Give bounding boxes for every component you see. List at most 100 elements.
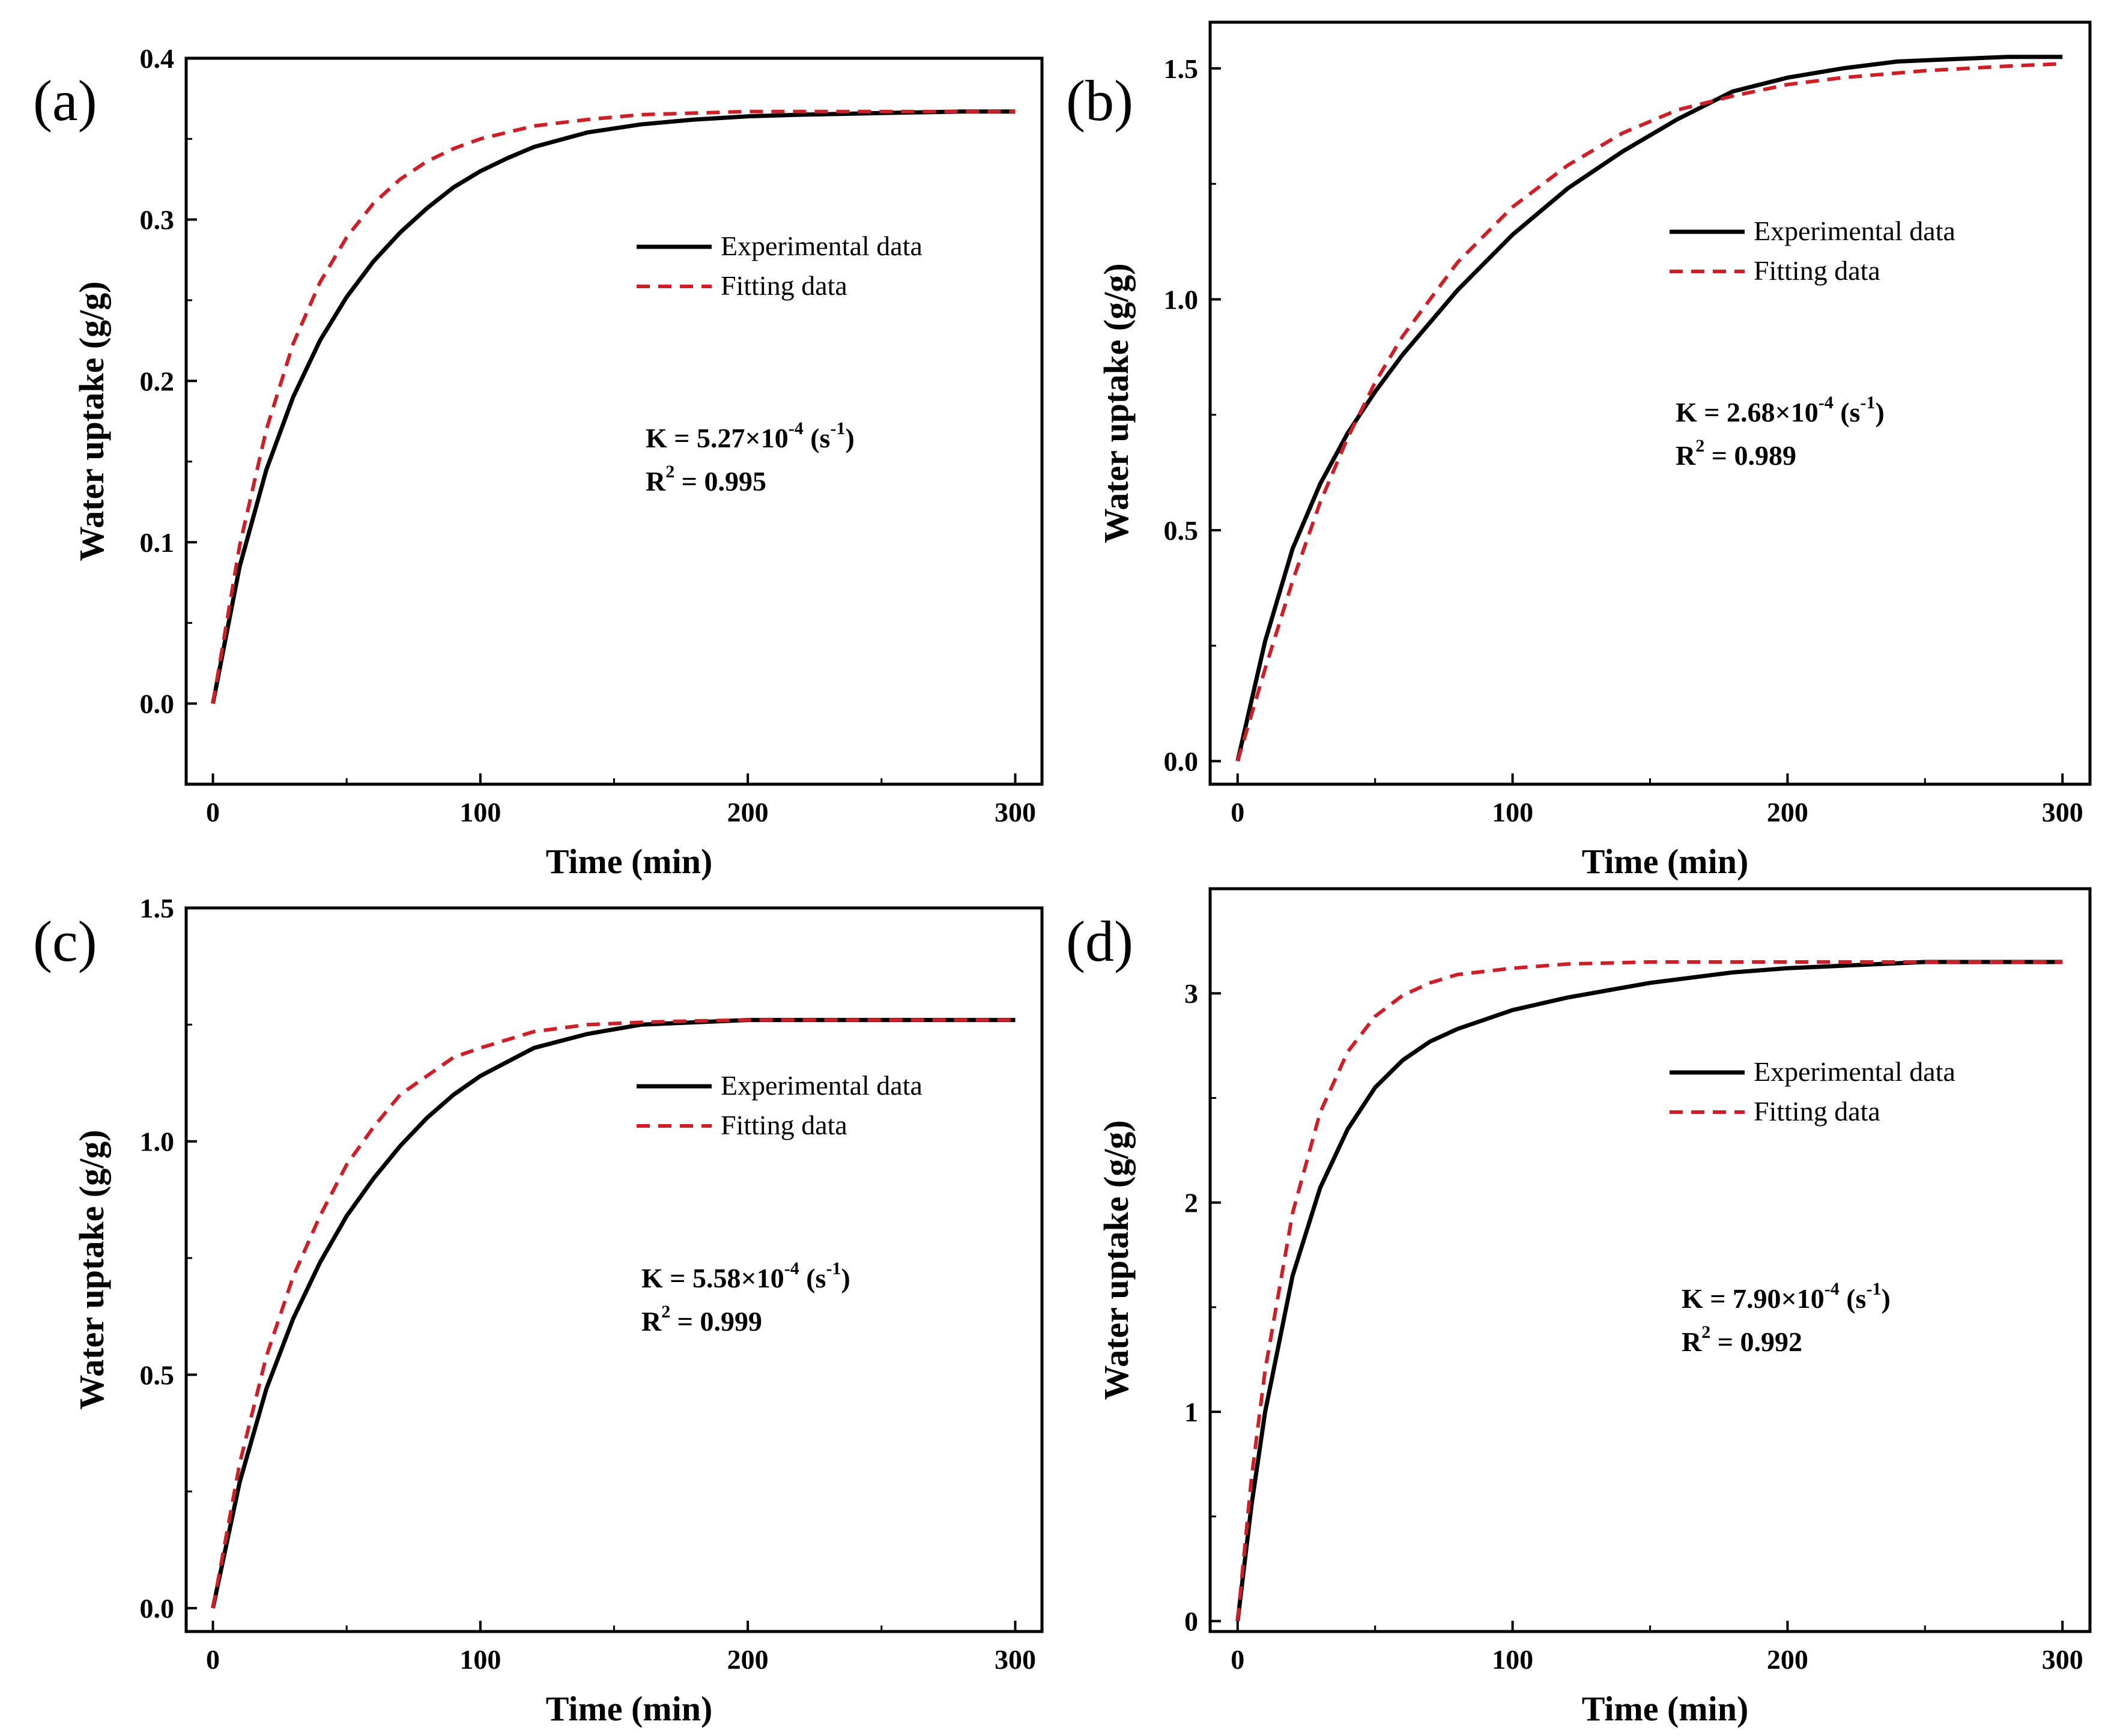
r-squared-label: R2 = 0.989 — [1676, 436, 1796, 471]
r-squared-exponent: 2 — [1701, 1322, 1710, 1342]
rate-constant-unit-exponent: -1 — [1860, 393, 1875, 413]
y-tick-label: 1.0 — [1164, 284, 1199, 315]
y-axis-title: Water uptake (g/g) — [72, 1130, 111, 1409]
legend-label-experimental: Experimental data — [721, 1070, 922, 1101]
rate-constant-base: K = 2.68×10 — [1676, 397, 1819, 428]
r-squared-base: R — [641, 1306, 662, 1337]
y-tick-label: 0.2 — [140, 366, 175, 396]
y-tick-label: 0.5 — [140, 1359, 175, 1390]
x-tick-label: 100 — [1492, 1644, 1533, 1675]
chart-panel-d: (d) 0 100 200 300 0 1 2 3 Time (min) Water uptake … — [1066, 887, 2092, 1728]
rate-constant-unit: (s — [799, 1263, 826, 1293]
legend-label-experimental: Experimental data — [1754, 216, 1955, 246]
r-squared-base: R — [1676, 440, 1696, 471]
y-tick-label: 1.5 — [1164, 53, 1199, 84]
r-squared-value: = 0.999 — [670, 1306, 762, 1337]
plot-frame — [1208, 887, 2092, 1633]
x-axis-title: Time (min) — [1582, 1689, 1749, 1728]
experimental-data-line — [1235, 55, 2063, 762]
chart-panel-c: (c) 0 100 200 300 0.0 0.5 1.0 1.5 Time (min) Water… — [33, 893, 1044, 1728]
r-squared-value: = 0.995 — [674, 466, 766, 497]
panel-label: (c) — [33, 909, 97, 973]
chart-panel-a: (a) 0 100 200 300 0.0 0.1 0.2 0.3 0.4 Time (min) Wa… — [33, 43, 1044, 881]
rate-constant-base: K = 5.58×10 — [641, 1263, 784, 1293]
x-axis-title: Time (min) — [546, 1689, 713, 1728]
y-tick-label: 1.5 — [140, 893, 175, 924]
y-tick-label: 0.0 — [140, 689, 175, 719]
x-tick-label: 300 — [995, 797, 1036, 827]
rate-constant-unit-close: ) — [1875, 397, 1884, 428]
chart-panel-b: (b) 0 100 200 300 0.0 0.5 1.0 1.5 Time (min) Water… — [1066, 20, 2092, 881]
x-tick-label: 300 — [995, 1644, 1036, 1675]
r-squared-value: = 0.989 — [1704, 440, 1796, 471]
y-tick-label: 0.3 — [140, 205, 175, 235]
y-axis-title: Water uptake (g/g) — [1097, 1120, 1136, 1400]
legend-label-experimental: Experimental data — [1754, 1056, 1955, 1087]
x-tick-label: 100 — [1492, 797, 1533, 827]
rate-constant-exponent: -4 — [789, 419, 804, 438]
x-tick-label: 0 — [206, 797, 220, 827]
rate-constant-exponent: -4 — [1819, 393, 1834, 413]
rate-constant-label: K = 5.27×10-4 (s-1) — [646, 419, 855, 453]
legend-label-fitting: Fitting data — [1754, 1096, 1880, 1127]
y-tick-label: 1 — [1184, 1397, 1198, 1427]
x-tick-label: 0 — [1231, 797, 1244, 827]
experimental-data-line — [211, 1018, 1016, 1609]
rate-constant-label: K = 7.90×10-4 (s-1) — [1682, 1279, 1891, 1314]
y-tick-label: 2 — [1184, 1188, 1198, 1218]
r-squared-exponent: 2 — [1695, 436, 1704, 456]
r-squared-exponent: 2 — [661, 1302, 670, 1322]
x-tick-label: 200 — [1767, 797, 1808, 827]
x-tick-label: 300 — [2042, 797, 2083, 827]
y-tick-label: 0 — [1184, 1606, 1198, 1637]
x-tick-label: 200 — [727, 1644, 769, 1675]
rate-constant-unit-exponent: -1 — [830, 419, 845, 438]
x-tick-label: 100 — [459, 1644, 501, 1675]
rate-constant-label: K = 5.58×10-4 (s-1) — [641, 1259, 850, 1293]
r-squared-base: R — [1682, 1326, 1702, 1357]
x-tick-label: 300 — [2042, 1644, 2083, 1675]
experimental-data-line — [211, 109, 1016, 704]
x-axis-title: Time (min) — [1582, 842, 1749, 881]
r-squared-base: R — [646, 466, 666, 497]
r-squared-label: R2 = 0.992 — [1682, 1322, 1802, 1357]
fitting-data-line — [211, 109, 1016, 704]
fitting-data-line — [211, 1018, 1016, 1609]
r-squared-label: R2 = 0.999 — [641, 1302, 762, 1337]
y-tick-label: 0.4 — [140, 43, 175, 74]
rate-constant-unit-close: ) — [845, 423, 854, 453]
plot-frame — [184, 56, 1044, 786]
y-axis-title: Water uptake (g/g) — [1097, 263, 1136, 543]
rate-constant-base: K = 5.27×10 — [646, 423, 789, 453]
legend-label-fitting: Fitting data — [721, 270, 847, 301]
experimental-data-line — [1235, 960, 2063, 1622]
rate-constant-unit: (s — [1840, 1283, 1867, 1314]
x-tick-label: 0 — [1231, 1644, 1244, 1675]
r-squared-label: R2 = 0.995 — [646, 462, 766, 497]
y-tick-label: 0.0 — [1164, 746, 1199, 777]
y-tick-label: 3 — [1184, 978, 1198, 1009]
rate-constant-unit-close: ) — [841, 1263, 850, 1293]
y-axis-title: Water uptake (g/g) — [72, 281, 111, 561]
legend-label-experimental: Experimental data — [721, 231, 922, 261]
x-axis-title: Time (min) — [546, 842, 713, 881]
panel-label: (a) — [33, 68, 97, 133]
x-tick-label: 200 — [1767, 1644, 1808, 1675]
rate-constant-exponent: -4 — [784, 1259, 799, 1278]
x-tick-label: 100 — [459, 797, 501, 827]
rate-constant-unit: (s — [804, 423, 831, 453]
r-squared-exponent: 2 — [665, 462, 674, 482]
rate-constant-exponent: -4 — [1825, 1279, 1840, 1299]
x-tick-label: 200 — [727, 797, 769, 827]
y-tick-label: 1.0 — [140, 1127, 175, 1157]
y-tick-label: 0.0 — [140, 1593, 175, 1624]
legend-label-fitting: Fitting data — [721, 1110, 847, 1140]
rate-constant-unit-close: ) — [1881, 1283, 1890, 1314]
fitting-data-line — [1235, 62, 2063, 762]
panel-label: (d) — [1066, 909, 1133, 973]
rate-constant-label: K = 2.68×10-4 (s-1) — [1676, 393, 1885, 428]
y-tick-label: 0.1 — [140, 527, 175, 558]
rate-constant-unit-exponent: -1 — [826, 1259, 841, 1278]
legend-label-fitting: Fitting data — [1754, 255, 1880, 286]
